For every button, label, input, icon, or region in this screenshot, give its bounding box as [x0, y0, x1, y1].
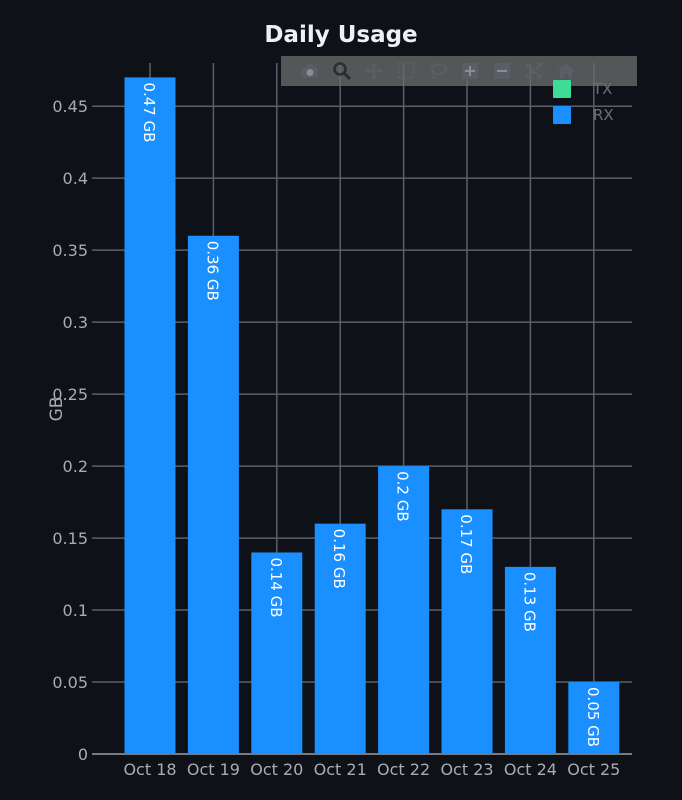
- y-axis-label: GB: [47, 397, 67, 422]
- y-axis-ticks: 0 0.05 0.1 0.15 0.2 0.25 0.3 0.35 0.4 0.45: [52, 97, 88, 764]
- bar-data-label: 0.05 GB: [584, 687, 602, 747]
- bar-rx[interactable]: [378, 466, 430, 754]
- bar-data-label: 0.17 GB: [457, 514, 475, 574]
- x-tick-label: Oct 25: [567, 760, 620, 779]
- bar-rx[interactable]: [568, 682, 620, 754]
- legend-label-rx: RX: [593, 106, 614, 124]
- box-select-icon[interactable]: [395, 60, 417, 82]
- legend: TX RX: [553, 76, 614, 128]
- bar-data-label: 0.13 GB: [520, 572, 538, 632]
- camera-icon[interactable]: [299, 60, 321, 82]
- bar-rx[interactable]: [504, 566, 556, 754]
- bar-rx[interactable]: [187, 235, 239, 754]
- modebar: [281, 56, 637, 86]
- zoom-out-icon[interactable]: [491, 60, 513, 82]
- y-tick-label: 0.15: [52, 529, 88, 548]
- y-tick-label: 0.35: [52, 241, 88, 260]
- bars: 0.47 GB 0.36 GB 0.14 GB 0.16 GB 0.2 GB 0.17 G…: [124, 77, 620, 755]
- bar-rx[interactable]: [251, 552, 303, 754]
- autoscale-icon[interactable]: [523, 60, 545, 82]
- bar-data-label: 0.36 GB: [203, 241, 221, 301]
- y-tick-label: 0.2: [63, 457, 88, 476]
- bar-data-label: 0.14 GB: [267, 557, 285, 617]
- y-tick-label: 0.25: [52, 385, 88, 404]
- bar-rx[interactable]: [441, 509, 493, 754]
- zoom-icon[interactable]: [331, 60, 353, 82]
- y-tick-label: 0.1: [63, 601, 88, 620]
- x-tick-label: Oct 24: [504, 760, 557, 779]
- bar-data-label: 0.16 GB: [330, 529, 348, 589]
- x-tick-label: Oct 20: [250, 760, 303, 779]
- x-tick-label: Oct 22: [377, 760, 430, 779]
- bar-rx[interactable]: [124, 77, 176, 755]
- bar-data-label: 0.2 GB: [394, 471, 412, 522]
- lasso-icon[interactable]: [427, 60, 449, 82]
- x-tick-label: Oct 21: [314, 760, 367, 779]
- home-icon[interactable]: [555, 60, 577, 82]
- x-axis-ticks: Oct 18 Oct 19 Oct 20 Oct 21 Oct 22 Oct 23 Oct …: [123, 760, 620, 779]
- legend-item-rx[interactable]: RX: [553, 102, 614, 128]
- chart-title: Daily Usage: [264, 22, 417, 48]
- y-tick-label: 0.3: [63, 313, 88, 332]
- x-tick-label: Oct 19: [187, 760, 240, 779]
- x-tick-label: Oct 18: [123, 760, 176, 779]
- y-tick-label: 0.4: [63, 169, 88, 188]
- legend-swatch-rx: [553, 106, 571, 124]
- bar-data-label: 0.47 GB: [140, 82, 158, 142]
- y-tick-label: 0.05: [52, 673, 88, 692]
- bar-rx[interactable]: [314, 523, 366, 754]
- zoom-in-icon[interactable]: [459, 60, 481, 82]
- y-tick-label: 0.45: [52, 97, 88, 116]
- x-tick-label: Oct 23: [440, 760, 493, 779]
- legend-item-tx[interactable]: TX: [553, 76, 614, 102]
- legend-swatch-tx: [553, 80, 571, 98]
- y-tick-label: 0: [78, 745, 88, 764]
- legend-label-tx: TX: [593, 80, 613, 98]
- pan-icon[interactable]: [363, 60, 385, 82]
